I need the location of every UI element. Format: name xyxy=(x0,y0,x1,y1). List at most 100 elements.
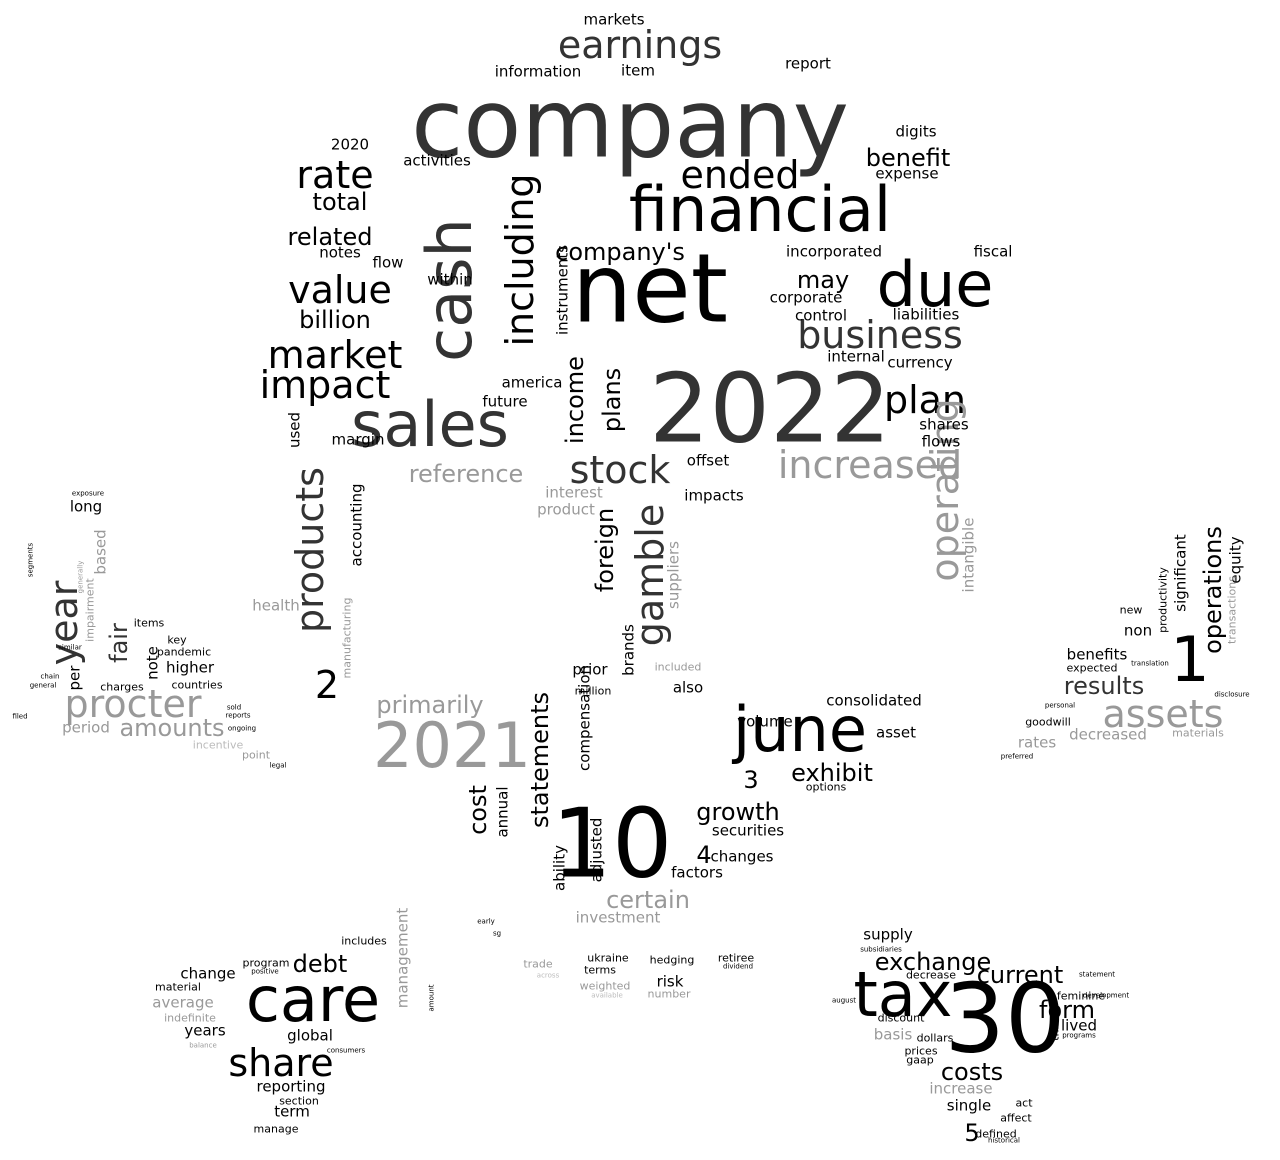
word-affect: affect xyxy=(1000,1111,1032,1125)
word-consolidated: consolidated xyxy=(826,691,922,710)
word-options: options xyxy=(805,780,847,794)
word-factors: factors xyxy=(671,863,723,882)
word-digits: digits xyxy=(895,122,937,141)
word-instruments: instruments xyxy=(553,244,572,336)
word-materials: materials xyxy=(1172,726,1224,740)
word-ability: ability xyxy=(550,845,569,891)
word-offset: offset xyxy=(686,451,730,470)
word-plans: plans xyxy=(598,367,626,433)
word-countries: countries xyxy=(171,678,223,692)
word-sales: sales xyxy=(351,388,509,461)
word-control: control xyxy=(795,306,847,325)
word-sold: sold xyxy=(226,703,242,712)
word-benefit: benefit xyxy=(865,144,951,172)
word-number: number xyxy=(647,987,691,1001)
word-exchange: exchange xyxy=(874,948,992,976)
word-long: long xyxy=(69,497,103,516)
word-average: average xyxy=(152,993,214,1012)
word-single: single xyxy=(946,1096,992,1115)
word-markets: markets xyxy=(583,10,645,29)
word-hedging: hedging xyxy=(649,953,695,967)
word-ended: ended xyxy=(680,153,800,197)
word-change: change xyxy=(180,964,236,983)
word-used: used xyxy=(285,411,304,449)
word-trade: trade xyxy=(523,957,553,971)
word-section: section xyxy=(279,1094,319,1108)
word-interest: interest xyxy=(545,483,603,502)
word-period: period xyxy=(62,718,110,737)
word-non: non xyxy=(1123,621,1153,640)
word-asset: asset xyxy=(876,723,916,742)
word-internal: internal xyxy=(827,347,885,366)
word-key: key xyxy=(167,633,187,647)
word-financial: financial xyxy=(628,173,892,246)
word-current: current xyxy=(976,961,1064,989)
word-historical: historical xyxy=(988,1136,1020,1145)
word-prior: prior xyxy=(572,660,608,679)
word-stock: stock xyxy=(569,448,671,492)
word-point: point xyxy=(241,748,271,762)
word-changes: changes xyxy=(710,847,774,866)
word-item: item xyxy=(621,61,655,80)
word-june: june xyxy=(733,693,867,766)
word-certain: certain xyxy=(606,886,690,914)
word-expense: expense xyxy=(875,164,939,183)
word-gaap: gaap xyxy=(906,1053,934,1067)
word-health: health xyxy=(252,596,300,615)
word-pandemic: pandemic xyxy=(156,645,212,659)
word-risk: risk xyxy=(656,972,684,991)
word-transactions: transactions xyxy=(1225,576,1239,644)
word-per: per xyxy=(65,665,84,691)
word-programs: programs xyxy=(1062,1031,1096,1040)
word-ukraine: ukraine xyxy=(587,951,629,965)
word-act: act xyxy=(1015,1096,1033,1110)
word-feminine: feminine xyxy=(1056,989,1106,1003)
word-flow: flow xyxy=(372,253,404,272)
word-similar: similar xyxy=(58,643,82,652)
word-reports: reports xyxy=(225,711,251,720)
word-foreign: foreign xyxy=(591,507,619,593)
word-increase: increase xyxy=(929,1079,993,1098)
word-volume: volume xyxy=(737,712,793,731)
word-information: information xyxy=(494,62,582,81)
word-impacts: impacts xyxy=(684,486,744,505)
word-third: third xyxy=(1048,1015,1062,1041)
word-impact: impact xyxy=(259,363,391,407)
word-cost: cost xyxy=(464,785,492,835)
word-supply: supply xyxy=(863,925,913,944)
word-securities: securities xyxy=(711,821,785,840)
word-margin: margin xyxy=(331,430,385,449)
word-positive: positive xyxy=(251,967,279,976)
word-early: early xyxy=(477,917,495,926)
word-corporate: corporate xyxy=(769,288,843,307)
word-lived: lived xyxy=(1061,1016,1097,1035)
word-2020: 2020 xyxy=(330,135,370,154)
word-impairment: impairment xyxy=(83,578,97,642)
word-plan: plan xyxy=(883,378,967,422)
word-5: 5 xyxy=(964,1119,980,1147)
word-terms: terms xyxy=(584,963,616,977)
word-available: available xyxy=(591,991,623,1000)
word-statement: statement xyxy=(1078,970,1116,979)
word-growth: growth xyxy=(696,798,780,826)
word-business: business xyxy=(797,313,963,357)
word-4: 4 xyxy=(696,841,712,869)
word-currency: currency xyxy=(887,353,953,372)
word-term: term xyxy=(274,1102,310,1121)
word-adjusted: adjusted xyxy=(587,817,606,883)
word-suppliers: suppliers xyxy=(664,541,683,609)
word-activities: activities xyxy=(403,151,471,170)
word-disclosure: disclosure xyxy=(1214,690,1250,699)
word-august: august xyxy=(832,996,856,1005)
word-decreased: decreased xyxy=(1069,725,1147,744)
word-subsidiaries: subsidiaries xyxy=(860,945,902,954)
word-company: company xyxy=(411,69,849,180)
word-value: value xyxy=(288,268,392,312)
word-share: share xyxy=(228,1041,334,1085)
word-shares: shares xyxy=(919,415,969,434)
word-goodwill: goodwill xyxy=(1025,715,1071,729)
word-includes: includes xyxy=(341,934,387,948)
word-indefinite: indefinite xyxy=(164,1011,216,1025)
word-new: new xyxy=(1119,603,1143,617)
word-development: development xyxy=(1082,991,1130,1000)
